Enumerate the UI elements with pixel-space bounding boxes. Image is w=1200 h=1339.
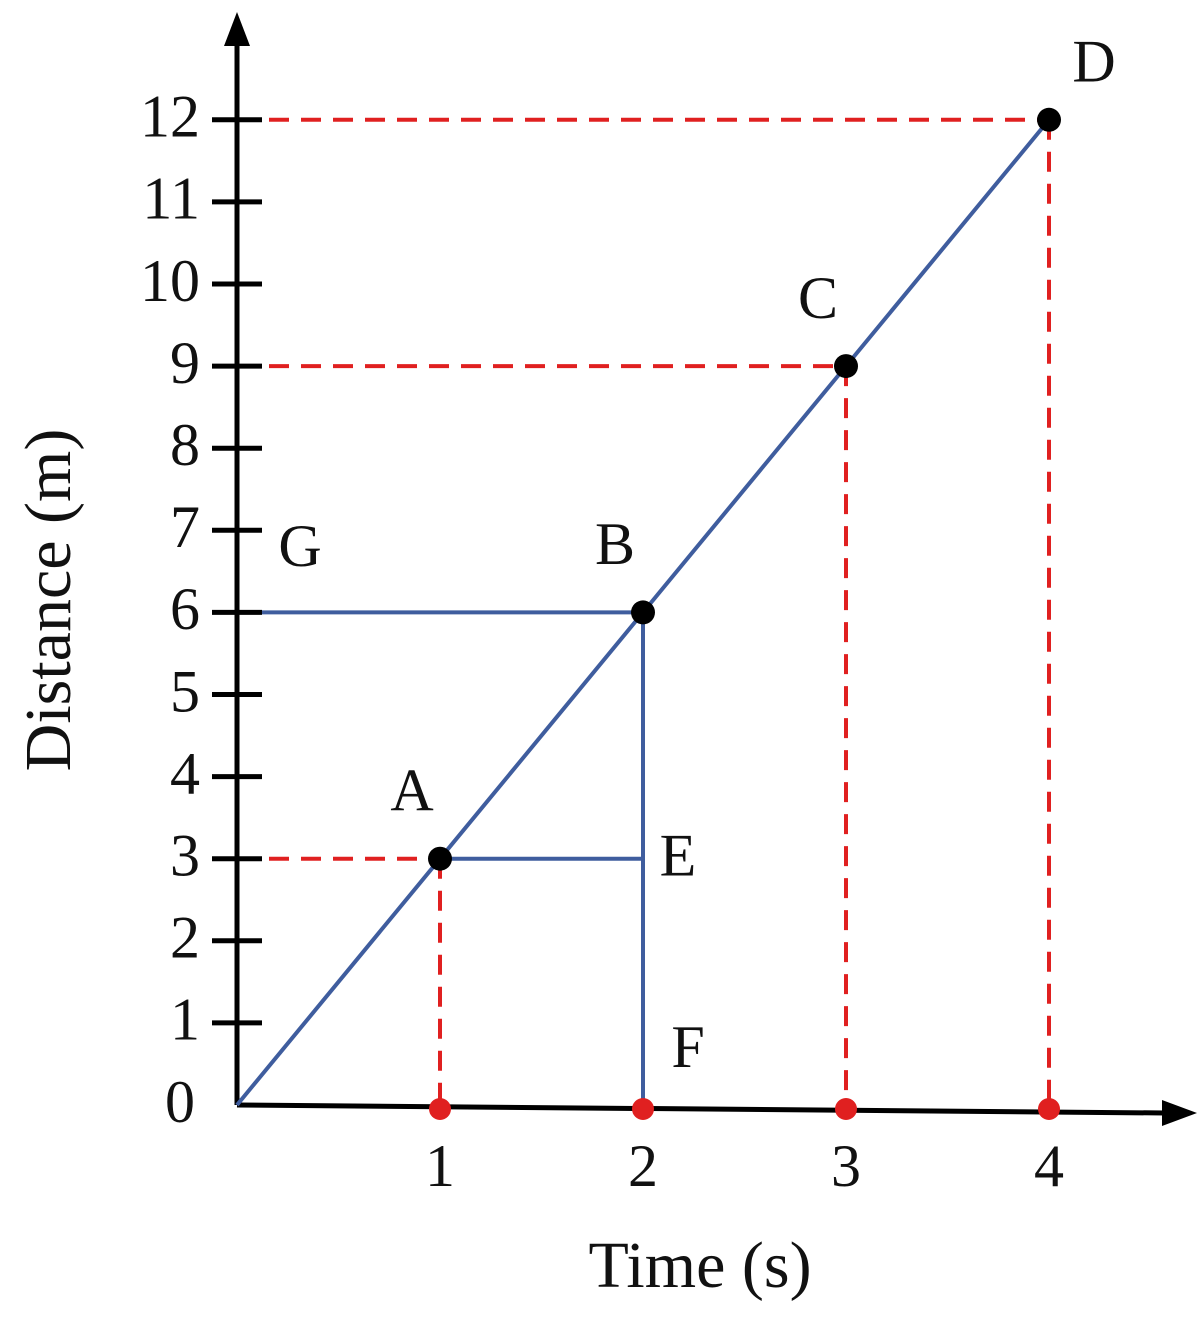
data-point <box>1037 107 1061 132</box>
point-label: C <box>798 265 838 331</box>
data-point <box>834 354 858 379</box>
point-label: B <box>595 511 635 577</box>
x-tick-dot <box>835 1098 857 1120</box>
y-tick-label: 2 <box>170 905 200 971</box>
point-label: D <box>1072 29 1115 95</box>
y-tick-label: 5 <box>170 658 200 724</box>
data-point <box>428 846 452 871</box>
annotation: F <box>671 1014 704 1080</box>
x-tick-label: 3 <box>831 1133 861 1199</box>
y-tick-label: 11 <box>142 166 200 232</box>
y-tick-label: 9 <box>170 330 200 396</box>
y-tick-label: 8 <box>170 412 200 478</box>
x-tick-dot <box>429 1098 451 1120</box>
y-axis-arrow <box>224 12 250 46</box>
data-point <box>631 600 655 625</box>
guide-layer <box>237 117 1051 1105</box>
y-tick-label: 3 <box>170 822 200 888</box>
point-label: A <box>390 757 433 823</box>
y-tick-label: 10 <box>140 248 200 314</box>
y-tick-label: 1 <box>170 987 200 1053</box>
annotation: E <box>660 822 697 888</box>
y-tick-label: 7 <box>170 494 200 560</box>
annotation: G <box>278 513 321 579</box>
x-tick-dot <box>632 1098 654 1120</box>
y-axis-title: Distance (m) <box>12 429 85 772</box>
x-tick-label: 2 <box>628 1133 658 1199</box>
x-tick-label: 4 <box>1034 1133 1064 1199</box>
y-tick-label: 4 <box>170 740 200 806</box>
x-tick-label: 1 <box>425 1133 455 1199</box>
x-axis-arrow <box>1162 1100 1197 1126</box>
y-tick-label: 0 <box>165 1069 195 1135</box>
x-axis-title: Time (s) <box>588 1229 811 1302</box>
x-axis <box>236 1102 1166 1116</box>
y-tick-label: 12 <box>140 84 200 150</box>
y-tick-label: 6 <box>170 576 200 642</box>
x-tick-dot <box>1038 1098 1060 1120</box>
